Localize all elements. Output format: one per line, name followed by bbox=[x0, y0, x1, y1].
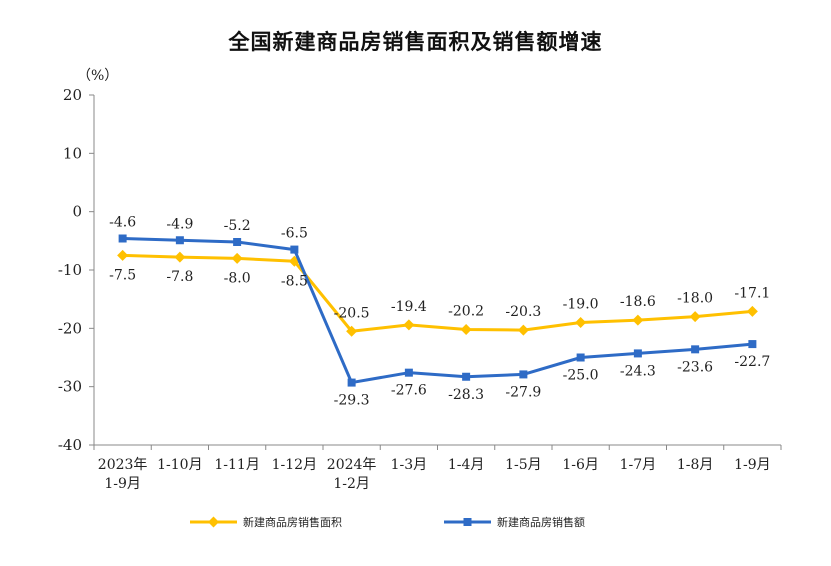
y-tick-label: -10 bbox=[58, 261, 82, 279]
data-point bbox=[231, 252, 243, 264]
data-point bbox=[689, 311, 701, 323]
legend-marker bbox=[208, 516, 219, 528]
data-label: -22.7 bbox=[734, 354, 770, 370]
legend-label: 新建商品房销售面积 bbox=[243, 515, 342, 529]
data-label: -18.6 bbox=[620, 294, 656, 310]
y-tick-label: 0 bbox=[72, 203, 82, 221]
axes: 20 10 0 -10 -20 -30 -40 （%） 2023年 1-9月 1-10月 1-11月 1… bbox=[58, 68, 782, 492]
data-point bbox=[117, 249, 129, 261]
data-label: -7.5 bbox=[109, 267, 136, 283]
x-tick-label: 1-5月 bbox=[505, 457, 542, 473]
data-label: -27.9 bbox=[505, 384, 541, 400]
data-point bbox=[118, 234, 127, 243]
data-point bbox=[404, 368, 413, 377]
data-point bbox=[576, 353, 585, 362]
x-tick-label: 1-7月 bbox=[620, 457, 657, 473]
data-point bbox=[748, 340, 757, 349]
y-tick-label: -40 bbox=[58, 436, 82, 454]
chart-title: 全国新建商品房销售面积及销售额增速 bbox=[228, 30, 603, 54]
data-label: -27.6 bbox=[391, 383, 427, 399]
x-tick-label: 1-3月 bbox=[391, 457, 428, 473]
x-tick-label: 1-2月 bbox=[333, 476, 370, 492]
data-label: -17.1 bbox=[734, 285, 770, 301]
x-tick-label: 1-8月 bbox=[677, 457, 714, 473]
x-tick-label: 1-10月 bbox=[157, 457, 202, 473]
y-tick-label: -30 bbox=[58, 378, 82, 396]
x-tick-label: 1-9月 bbox=[734, 457, 771, 473]
x-tick-label: 1-4月 bbox=[448, 457, 485, 473]
data-point bbox=[460, 324, 472, 335]
data-label: -18.0 bbox=[677, 291, 713, 307]
data-point bbox=[575, 317, 587, 328]
x-tick-label: 1-9月 bbox=[104, 476, 141, 492]
data-label: -28.3 bbox=[448, 387, 484, 403]
data-point bbox=[691, 345, 700, 354]
data-label: -25.0 bbox=[563, 368, 599, 384]
data-point bbox=[517, 324, 529, 336]
data-point bbox=[233, 238, 242, 246]
y-tick-label: -20 bbox=[58, 319, 82, 337]
data-point bbox=[633, 349, 642, 358]
data-label: -7.8 bbox=[166, 269, 193, 285]
data-label: -24.3 bbox=[620, 363, 656, 379]
series-layer bbox=[117, 234, 758, 387]
x-tick-label: 1-12月 bbox=[272, 457, 317, 473]
data-label: -4.6 bbox=[109, 215, 136, 231]
legend-label: 新建商品房销售额 bbox=[497, 515, 585, 529]
series-line-2 bbox=[122, 237, 753, 385]
y-axis-unit: （%） bbox=[77, 68, 118, 84]
data-label: -20.2 bbox=[448, 304, 484, 320]
x-tick-label: 1-6月 bbox=[562, 457, 599, 473]
data-point bbox=[290, 245, 299, 254]
data-label: -19.4 bbox=[391, 299, 427, 315]
data-point bbox=[347, 378, 356, 387]
x-tick-label: 1-11月 bbox=[214, 457, 259, 473]
series-line-1 bbox=[122, 253, 753, 333]
data-label: -20.3 bbox=[505, 304, 541, 320]
y-tick-label: 10 bbox=[63, 144, 82, 162]
data-point bbox=[462, 372, 471, 381]
data-point bbox=[519, 370, 528, 379]
data-label: -20.5 bbox=[334, 305, 370, 321]
data-label: -5.2 bbox=[224, 218, 251, 234]
data-label: -8.5 bbox=[281, 273, 308, 289]
y-tick-label: 20 bbox=[63, 86, 82, 104]
data-point bbox=[632, 314, 644, 326]
data-point bbox=[746, 305, 758, 317]
data-point bbox=[403, 319, 415, 331]
x-tick-label: 2023年 bbox=[98, 457, 148, 473]
data-point bbox=[346, 325, 358, 337]
x-tick-label: 2024年 bbox=[327, 457, 377, 473]
legend: 新建商品房销售面积 新建商品房销售额 bbox=[190, 515, 585, 529]
data-label: -8.0 bbox=[224, 270, 251, 286]
data-label: -23.6 bbox=[677, 359, 713, 375]
data-label: -6.5 bbox=[281, 226, 308, 242]
data-label: -29.3 bbox=[334, 393, 370, 409]
data-label: -19.0 bbox=[563, 297, 599, 313]
data-point bbox=[175, 236, 184, 245]
legend-marker bbox=[463, 518, 472, 526]
data-labels: -7.5 -7.8 -8.0 -8.5 -20.5 -19.4 -20.2 -20.3 -19.… bbox=[109, 215, 770, 409]
data-point bbox=[174, 251, 186, 263]
data-label: -4.9 bbox=[166, 216, 193, 232]
